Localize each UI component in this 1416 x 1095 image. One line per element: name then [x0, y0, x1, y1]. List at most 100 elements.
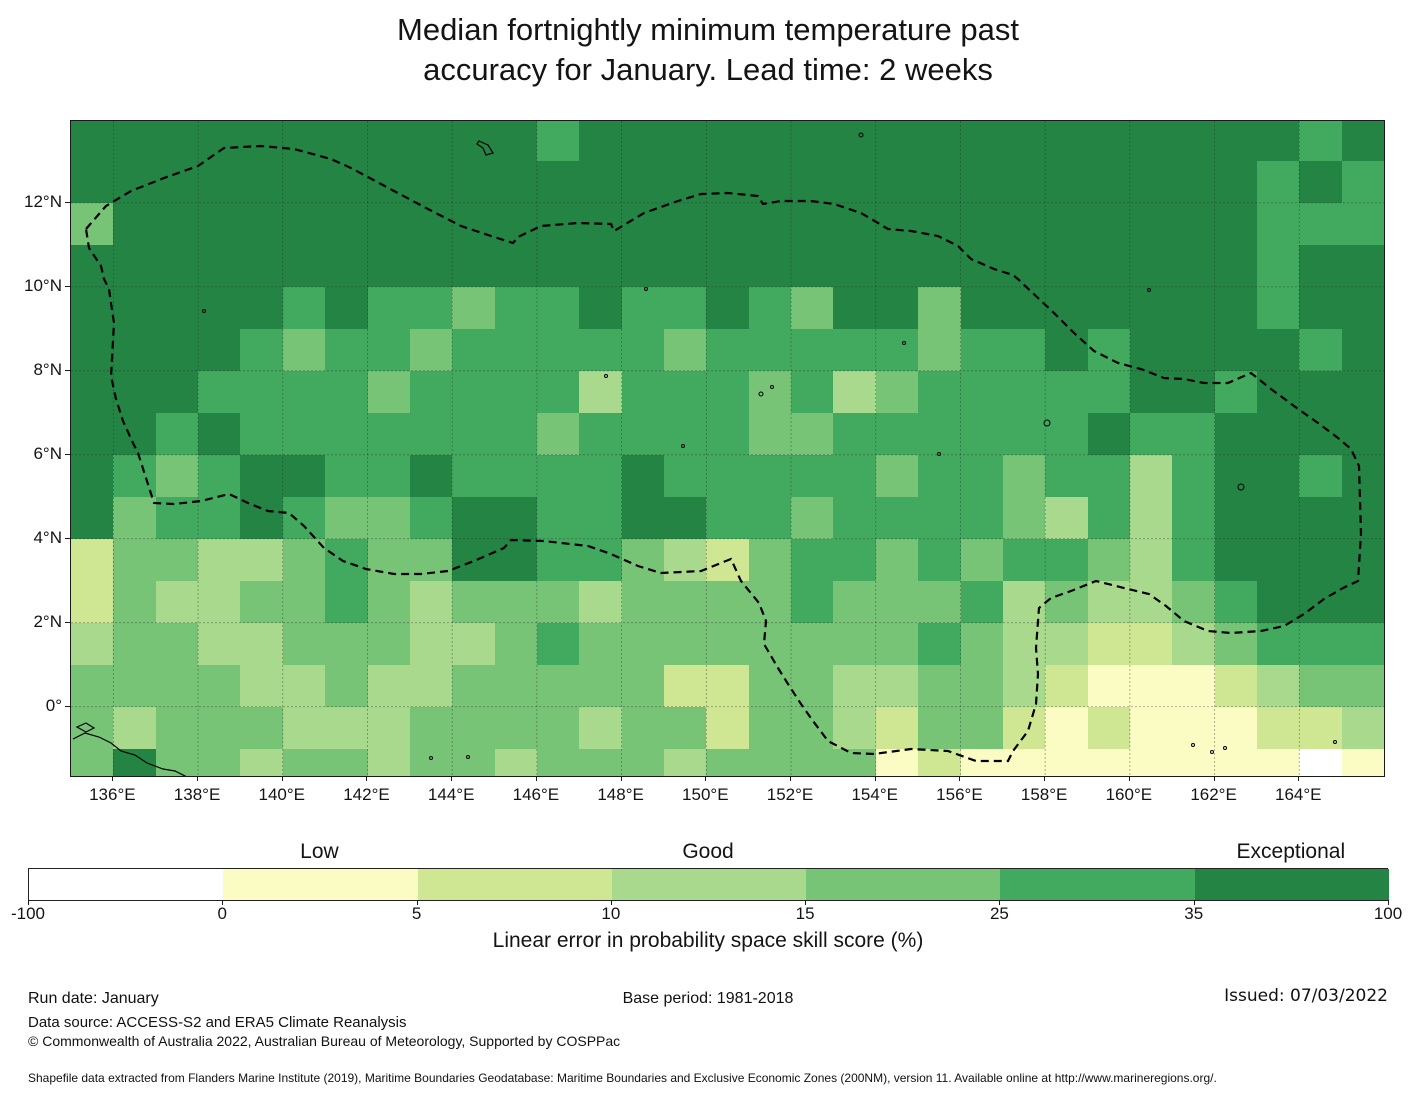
heatmap-cell	[1129, 328, 1173, 372]
heatmap-cell	[452, 244, 496, 288]
heatmap-cell	[71, 121, 114, 162]
heatmap-cell	[240, 580, 284, 624]
heatmap-cell	[621, 202, 665, 246]
heatmap-cell	[325, 370, 369, 414]
heatmap-cell	[833, 244, 877, 288]
heatmap-cell	[791, 580, 834, 624]
heatmap-cell	[1299, 244, 1343, 288]
colorbar-tick-label: 5	[411, 904, 422, 923]
heatmap-cell	[1002, 580, 1046, 624]
x-tick-label: 158°E	[1020, 785, 1068, 804]
heatmap-cell	[1299, 454, 1343, 498]
colorbar-tick-label: 10	[601, 904, 621, 923]
heatmap-cell	[1087, 370, 1131, 414]
heatmap-cell	[621, 538, 665, 582]
heatmap-cell	[1087, 538, 1131, 582]
heatmap-cell	[155, 496, 199, 540]
heatmap-cell	[367, 370, 411, 414]
heatmap-cell	[833, 286, 877, 330]
x-tick-mark	[959, 776, 961, 781]
heatmap-cell	[1129, 664, 1173, 708]
y-tick-mark	[65, 621, 70, 623]
heatmap-cell	[113, 622, 157, 666]
colorbar-tick-label: 35	[1184, 904, 1204, 923]
heatmap-cell	[1087, 412, 1131, 456]
heatmap-cell	[113, 202, 157, 246]
heatmap-cell	[325, 622, 369, 666]
heatmap-cell	[536, 580, 580, 624]
heatmap-cell	[113, 748, 157, 776]
heatmap-cell	[748, 412, 792, 456]
y-tick-label: 4°N	[33, 527, 62, 547]
heatmap-cell	[1256, 496, 1300, 540]
heatmap-cell	[1341, 202, 1384, 246]
heatmap-cell	[282, 202, 326, 246]
heatmap-cell	[1002, 496, 1046, 540]
colorbar-tick-label: 25	[989, 904, 1009, 923]
heatmap-cell	[452, 622, 496, 666]
heatmap-cell	[1256, 580, 1300, 624]
heatmap-cell	[240, 121, 284, 162]
heatmap-cell	[621, 496, 665, 540]
heatmap-cell	[1172, 580, 1216, 624]
x-tick-mark	[281, 776, 283, 781]
heatmap-cell	[198, 328, 242, 372]
heatmap-cell	[409, 538, 453, 582]
heatmap-cell	[706, 412, 750, 456]
heatmap-cell	[113, 286, 157, 330]
heatmap-cell	[113, 706, 157, 750]
heatmap-cell	[918, 121, 962, 162]
heatmap-cell	[494, 370, 538, 414]
heatmap-cell	[918, 412, 962, 456]
heatmap-cell	[282, 706, 326, 750]
heatmap-cell	[240, 244, 284, 288]
heatmap-cell	[621, 160, 665, 204]
heatmap-cell	[875, 664, 919, 708]
heatmap-cell	[960, 748, 1004, 776]
heatmap-cell	[367, 622, 411, 666]
heatmap-cell	[71, 622, 114, 666]
heatmap-cell	[367, 328, 411, 372]
colorbar-category-label: Low	[300, 840, 339, 863]
colorbar-tick-mark	[805, 900, 807, 905]
heatmap-cell	[1172, 496, 1216, 540]
heatmap-cell	[833, 202, 877, 246]
heatmap-cell	[198, 121, 242, 162]
heatmap-cell	[409, 244, 453, 288]
heatmap-cell	[791, 328, 834, 372]
heatmap-cell	[282, 328, 326, 372]
heatmap-cell	[960, 328, 1004, 372]
colorbar-tick-mark	[1193, 900, 1195, 905]
heatmap-cell	[1341, 496, 1384, 540]
heatmap-cell	[452, 664, 496, 708]
heatmap-cell	[198, 244, 242, 288]
heatmap-cell	[1002, 454, 1046, 498]
heatmap-cell	[155, 286, 199, 330]
x-tick-label: 154°E	[851, 785, 898, 804]
heatmap-cell	[748, 454, 792, 498]
heatmap-cell	[494, 202, 538, 246]
heatmap-cell	[1002, 328, 1046, 372]
heatmap-cell	[1172, 706, 1216, 750]
heatmap-cell	[1045, 622, 1089, 666]
x-tick-label: 146°E	[512, 785, 560, 804]
heatmap-cell	[113, 412, 157, 456]
heatmap-cell	[198, 370, 242, 414]
heatmap-cell	[452, 202, 496, 246]
heatmap-cell	[1341, 286, 1384, 330]
colorbar-tick-mark	[222, 900, 224, 905]
heatmap-cell	[579, 664, 623, 708]
heatmap-cell	[155, 454, 199, 498]
heatmap-cell	[71, 496, 114, 540]
heatmap-cell	[664, 160, 707, 204]
heatmap-cell	[71, 328, 114, 372]
heatmap-cell	[282, 286, 326, 330]
heatmap-cell	[664, 328, 707, 372]
heatmap-cell	[282, 664, 326, 708]
x-tick-label: 136°E	[89, 785, 136, 804]
heatmap-cell	[155, 748, 199, 776]
heatmap-cell	[791, 121, 834, 162]
heatmap-cell	[664, 454, 707, 498]
heatmap-cell	[198, 706, 242, 750]
heatmap-cell	[494, 664, 538, 708]
